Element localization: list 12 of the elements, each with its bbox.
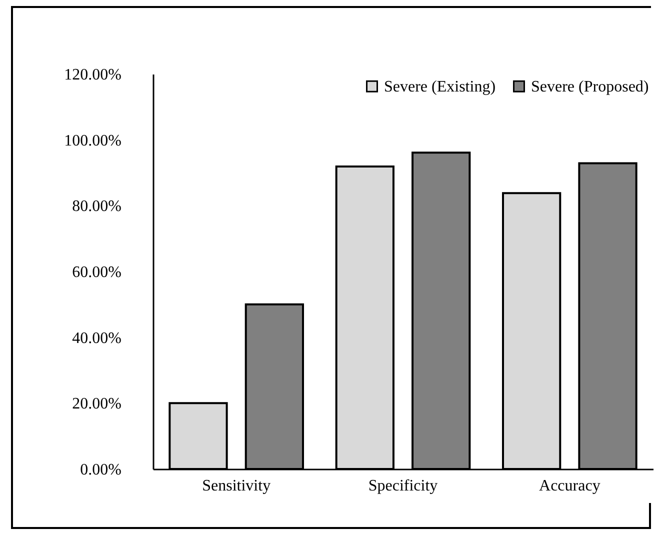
y-tick-label: 0.00% (80, 462, 122, 478)
y-tick-label: 100.00% (64, 132, 122, 150)
x-tick-label: Specificity (368, 478, 438, 494)
x-tick-label: Sensitivity (202, 478, 271, 494)
y-tick-label: 40.00% (72, 330, 122, 347)
x-tick-label: Accuracy (539, 478, 600, 494)
y-tick-label: 60.00% (72, 264, 122, 281)
y-tick-label: 20.00% (72, 396, 122, 413)
y-tick-label: 120.00% (64, 66, 122, 84)
legend-label: Severe (Existing) (384, 78, 496, 96)
y-tick-label: 80.00% (72, 198, 122, 216)
legend-label: Severe (Proposed) (531, 78, 649, 96)
